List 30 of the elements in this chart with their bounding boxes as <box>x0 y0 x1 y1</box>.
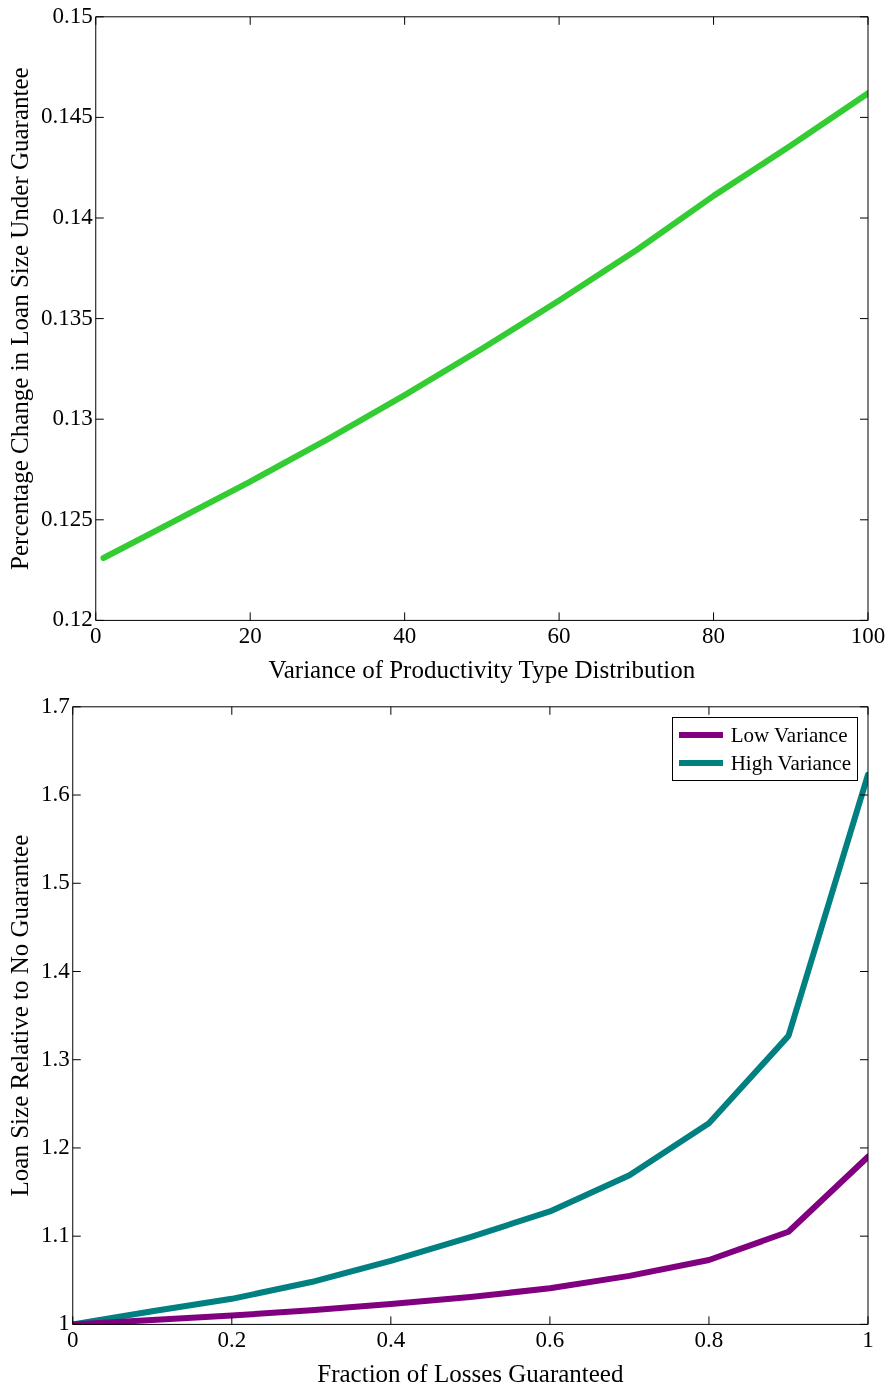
x-tick-label: 100 <box>850 623 886 649</box>
y-tick-label: 0.125 <box>41 505 93 531</box>
x-tick-label: 1 <box>862 1327 874 1353</box>
x-tick-label: 0.6 <box>535 1327 565 1353</box>
y-tick-label: 1.3 <box>41 1045 70 1071</box>
legend-label: Low Variance <box>730 721 848 749</box>
y-tick-label: 1.1 <box>41 1222 70 1248</box>
x-tick-label: 80 <box>702 623 726 649</box>
x-tick-label: 0.8 <box>694 1327 724 1353</box>
x-axis-title: Fraction of Losses Guaranteed <box>317 1359 624 1387</box>
y-tick-label: 0.13 <box>52 405 93 431</box>
y-tick-label: 0.15 <box>52 2 93 28</box>
y-tick-label: 1.7 <box>41 692 70 718</box>
y-axis-title: Loan Size Relative to No Guarantee <box>5 834 33 1197</box>
y-tick-label: 1.4 <box>41 957 71 983</box>
x-axis-title: Variance of Productivity Type Distribution <box>268 655 696 683</box>
y-axis-title: Percentage Change in Loan Size Under Guarantee <box>5 67 33 570</box>
y-tick-label: 1.5 <box>41 869 70 895</box>
x-tick-label: 40 <box>393 623 417 649</box>
y-tick-label: 0.14 <box>52 204 94 230</box>
legend-label: High Variance <box>730 749 851 777</box>
x-tick-label: 20 <box>238 623 262 649</box>
y-tick-label: 1.6 <box>41 781 70 807</box>
y-tick-label: 1.2 <box>41 1133 70 1159</box>
x-tick-label: 0.4 <box>376 1327 406 1353</box>
x-tick-label: 0 <box>67 1327 79 1353</box>
x-tick-label: 0.2 <box>217 1327 247 1353</box>
x-tick-label: 60 <box>547 623 571 649</box>
y-tick-label: 0.135 <box>41 304 93 330</box>
y-tick-label: 0.145 <box>41 103 93 129</box>
